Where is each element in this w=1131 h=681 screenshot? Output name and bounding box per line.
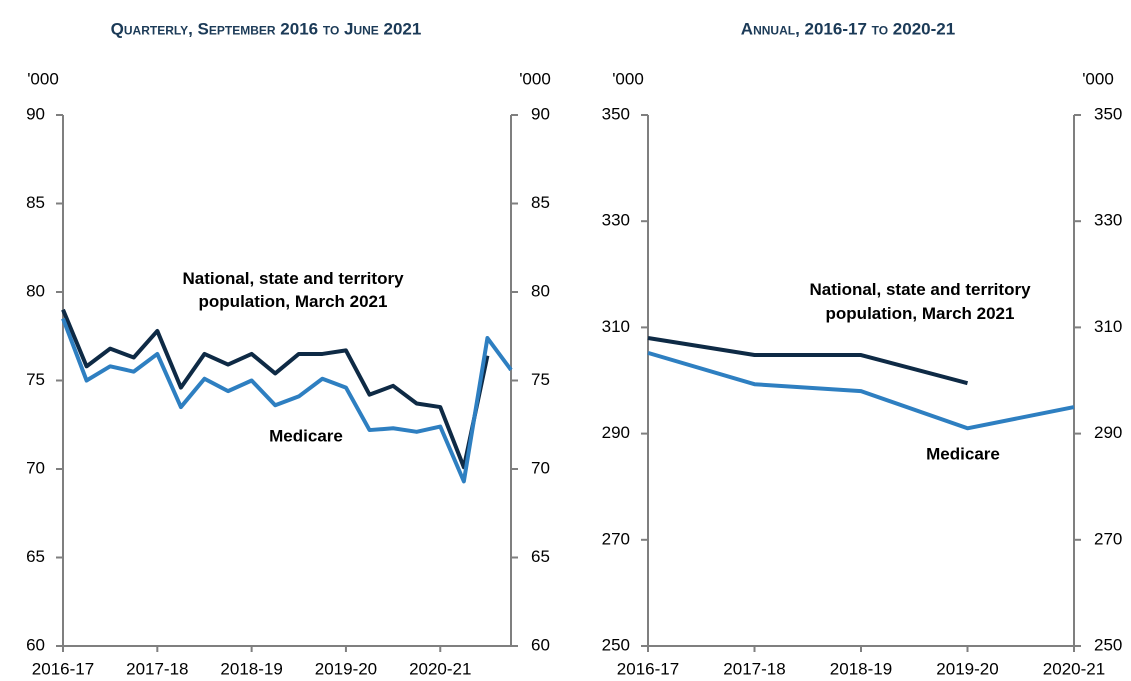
series-line	[61, 317, 513, 484]
x-tick-label: 2017-18	[126, 659, 188, 678]
y2-tick-label: 80	[531, 281, 550, 300]
y-tick-label: 90	[26, 104, 45, 123]
y2-tick-label: 270	[1094, 529, 1122, 548]
y2-tick-label: 330	[1094, 211, 1122, 230]
y2-tick-label: 85	[531, 193, 550, 212]
y2-tick-label: 60	[531, 635, 550, 654]
x-tick-label: 2018-19	[220, 659, 282, 678]
x-tick-label: 2018-19	[830, 659, 892, 678]
y2-tick-label: 90	[531, 104, 550, 123]
y-tick-label: 70	[26, 458, 45, 477]
y2-tick-label: 65	[531, 547, 550, 566]
x-tick-label: 2019-20	[936, 659, 998, 678]
y-tick-label: 310	[602, 317, 630, 336]
y-tick-label: 85	[26, 193, 45, 212]
y-tick-label: 330	[602, 211, 630, 230]
y-tick-label: 80	[26, 281, 45, 300]
x-tick-label: 2020-21	[1043, 659, 1105, 678]
y-unit: '000	[612, 69, 644, 88]
x-tick-label: 2016-17	[32, 659, 94, 678]
y2-tick-label: 290	[1094, 423, 1122, 442]
legend-label: National, state and territory population,…	[182, 269, 404, 311]
y2-tick-label: 75	[531, 370, 550, 389]
legend-label-line: population, March 2021	[199, 292, 388, 311]
y-tick-label: 75	[26, 370, 45, 389]
series-line	[647, 350, 1075, 431]
x-tick-label: 2016-17	[617, 659, 679, 678]
legend-label-line: National, state and territory	[809, 280, 1031, 299]
series-line	[61, 308, 490, 470]
y-unit: '000	[27, 69, 59, 88]
x-tick-label: 2017-18	[723, 659, 785, 678]
chart-title: Quarterly, September 2016 to June 2021	[111, 19, 422, 38]
x-tick-label: 2019-20	[315, 659, 377, 678]
y-tick-label: 290	[602, 423, 630, 442]
y2-tick-label: 250	[1094, 635, 1122, 654]
y-tick-label: 270	[602, 529, 630, 548]
y-tick-label: 60	[26, 635, 45, 654]
legend-label: Medicare	[269, 426, 343, 445]
y2-unit: '000	[519, 69, 551, 88]
x-tick-label: 2020-21	[409, 659, 471, 678]
legend-label-line: population, March 2021	[826, 304, 1015, 323]
series-line	[647, 336, 969, 386]
legend-label-line: National, state and territory	[182, 269, 404, 288]
y2-unit: '000	[1082, 69, 1114, 88]
y2-tick-label: 350	[1094, 104, 1122, 123]
chart-title: Annual, 2016-17 to 2020-21	[741, 19, 955, 38]
y-tick-label: 350	[602, 104, 630, 123]
legend-label: Medicare	[926, 444, 1000, 463]
y-tick-label: 250	[602, 635, 630, 654]
y-tick-label: 65	[26, 547, 45, 566]
legend-label: National, state and territory population,…	[809, 280, 1031, 323]
y2-tick-label: 310	[1094, 317, 1122, 336]
y2-tick-label: 70	[531, 458, 550, 477]
